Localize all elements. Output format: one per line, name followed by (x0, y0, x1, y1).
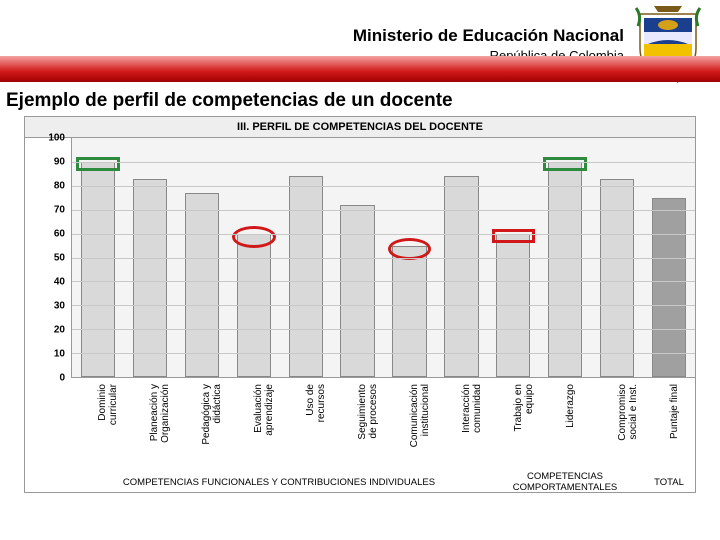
x-axis-label: Comunicación institucional (409, 384, 431, 447)
y-tick-label: 90 (54, 157, 65, 168)
ministry-title: Ministerio de Educación Nacional (353, 26, 624, 46)
x-label-slot: Trabajo en equipo (487, 378, 539, 472)
gridline (72, 353, 695, 354)
x-axis-label: Pedagógica y didáctica (201, 384, 223, 445)
slide-title: Ejemplo de perfil de competencias de un … (0, 82, 720, 116)
chart-title: III. PERFIL DE COMPETENCIAS DEL DOCENTE (25, 117, 695, 138)
bar (340, 205, 374, 377)
plot-area-wrap: Dominio curricular Planeación y Organizac… (71, 138, 695, 492)
gridline (72, 162, 695, 163)
y-tick-label: 100 (48, 133, 65, 144)
plot-area (71, 138, 695, 378)
gridline (72, 258, 695, 259)
x-axis-label: Evaluación aprendizaje (253, 384, 275, 436)
x-axis-label: Dominio curricular (97, 384, 119, 425)
gridline (72, 210, 695, 211)
y-tick-label: 50 (54, 253, 65, 264)
x-axis-label: Trabajo en equipo (513, 384, 535, 431)
header-red-band (0, 56, 720, 82)
x-axis-label: Seguimiento de procesos (357, 384, 379, 440)
bar (289, 176, 323, 377)
x-axis-label: Puntaje final (669, 384, 680, 439)
bar (548, 162, 582, 377)
y-tick-label: 30 (54, 301, 65, 312)
bar (652, 198, 686, 377)
x-axis-label: Interacción comunidad (461, 384, 483, 433)
x-label-slot: Liderazgo (539, 378, 591, 472)
y-tick-label: 70 (54, 205, 65, 216)
x-axis-label: Uso de recursos (305, 384, 327, 422)
gridline (72, 329, 695, 330)
gridline (72, 186, 695, 187)
category-group-label: COMPETENCIAS COMPORTAMENTALES (487, 472, 643, 492)
x-label-slot: Comunicación institucional (383, 378, 435, 472)
x-label-slot: Compromiso social e Inst. (591, 378, 643, 472)
bar (392, 246, 426, 377)
x-label-slot: Seguimiento de procesos (331, 378, 383, 472)
category-group-label: COMPETENCIAS FUNCIONALES Y CONTRIBUCIONE… (71, 472, 487, 492)
x-axis-labels: Dominio curricular Planeación y Organizac… (71, 378, 695, 472)
x-label-slot: Planeación y Organización (123, 378, 175, 472)
chart-container: III. PERFIL DE COMPETENCIAS DEL DOCENTE … (24, 116, 696, 493)
chart-body: 0102030405060708090100 Dominio curricula… (25, 138, 695, 492)
gridline (72, 234, 695, 235)
y-tick-label: 80 (54, 181, 65, 192)
x-axis-label: Liderazgo (565, 384, 576, 428)
x-axis-label: Planeación y Organización (149, 384, 171, 443)
y-tick-label: 40 (54, 277, 65, 288)
y-tick-label: 0 (59, 373, 65, 384)
gridline (72, 281, 695, 282)
x-label-slot: Uso de recursos (279, 378, 331, 472)
bar (444, 176, 478, 377)
bar (81, 162, 115, 377)
bar (133, 179, 167, 377)
bar (185, 193, 219, 377)
category-group-label: TOTAL (643, 472, 695, 492)
bar (600, 179, 634, 377)
y-tick-label: 20 (54, 325, 65, 336)
x-axis-label: Compromiso social e Inst. (617, 384, 639, 441)
gridline (72, 305, 695, 306)
page-root: Ministerio de Educación Nacional Repúbli… (0, 0, 720, 540)
y-tick-label: 10 (54, 349, 65, 360)
x-label-slot: Evaluación aprendizaje (227, 378, 279, 472)
x-label-slot: Interacción comunidad (435, 378, 487, 472)
header: Ministerio de Educación Nacional Repúbli… (0, 0, 720, 82)
x-label-slot: Dominio curricular (71, 378, 123, 472)
y-tick-label: 60 (54, 229, 65, 240)
category-group-row: COMPETENCIAS FUNCIONALES Y CONTRIBUCIONE… (71, 472, 695, 492)
x-label-slot: Pedagógica y didáctica (175, 378, 227, 472)
y-axis: 0102030405060708090100 (25, 138, 71, 378)
x-label-slot: Puntaje final (643, 378, 695, 472)
